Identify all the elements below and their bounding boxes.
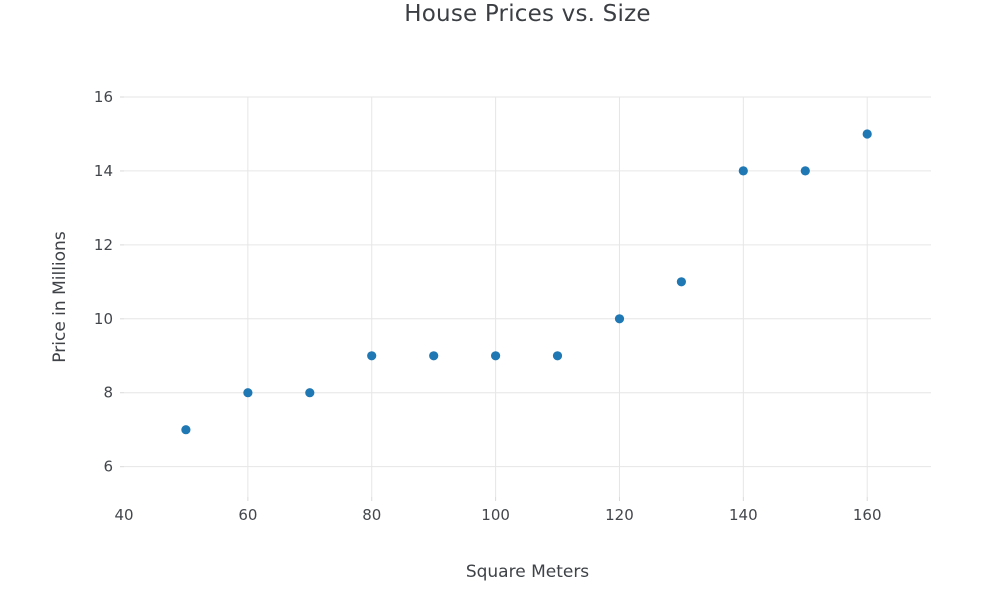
data-point: [181, 425, 191, 435]
y-tick-label: 14: [94, 162, 113, 180]
x-tick-label: 100: [481, 506, 510, 524]
data-point: [552, 351, 563, 361]
x-axis-title: Square Meters: [465, 562, 590, 582]
data-point: [305, 388, 315, 398]
axis-ticks: [120, 96, 868, 501]
data-point: [429, 351, 439, 361]
x-tick-label: 140: [729, 506, 758, 524]
gridlines: [124, 96, 931, 497]
data-point: [367, 351, 377, 361]
data-point: [738, 166, 748, 176]
y-tick-label: 16: [94, 88, 113, 106]
y-tick-labels: 6 8 10 12 14 16: [94, 88, 113, 476]
data-point: [243, 388, 253, 398]
data-point: [800, 166, 810, 176]
x-tick-label: 160: [853, 506, 882, 524]
data-point: [862, 129, 872, 139]
y-tick-label: 8: [103, 384, 113, 402]
y-tick-label: 10: [94, 310, 113, 328]
x-tick-label: 40: [114, 506, 133, 524]
x-tick-labels: 40 60 80 100 120 140 160: [114, 506, 881, 524]
data-point: [491, 351, 501, 361]
x-tick-label: 120: [605, 506, 634, 524]
y-tick-label: 12: [94, 236, 113, 254]
data-point: [614, 314, 625, 324]
y-tick-label: 6: [103, 458, 113, 476]
data-point: [676, 277, 687, 287]
chart-title: House Prices vs. Size: [404, 1, 651, 27]
data-points: [181, 129, 872, 435]
x-tick-label: 60: [238, 506, 257, 524]
x-tick-label: 80: [362, 506, 381, 524]
y-axis-title: Price in Millions: [50, 231, 70, 363]
